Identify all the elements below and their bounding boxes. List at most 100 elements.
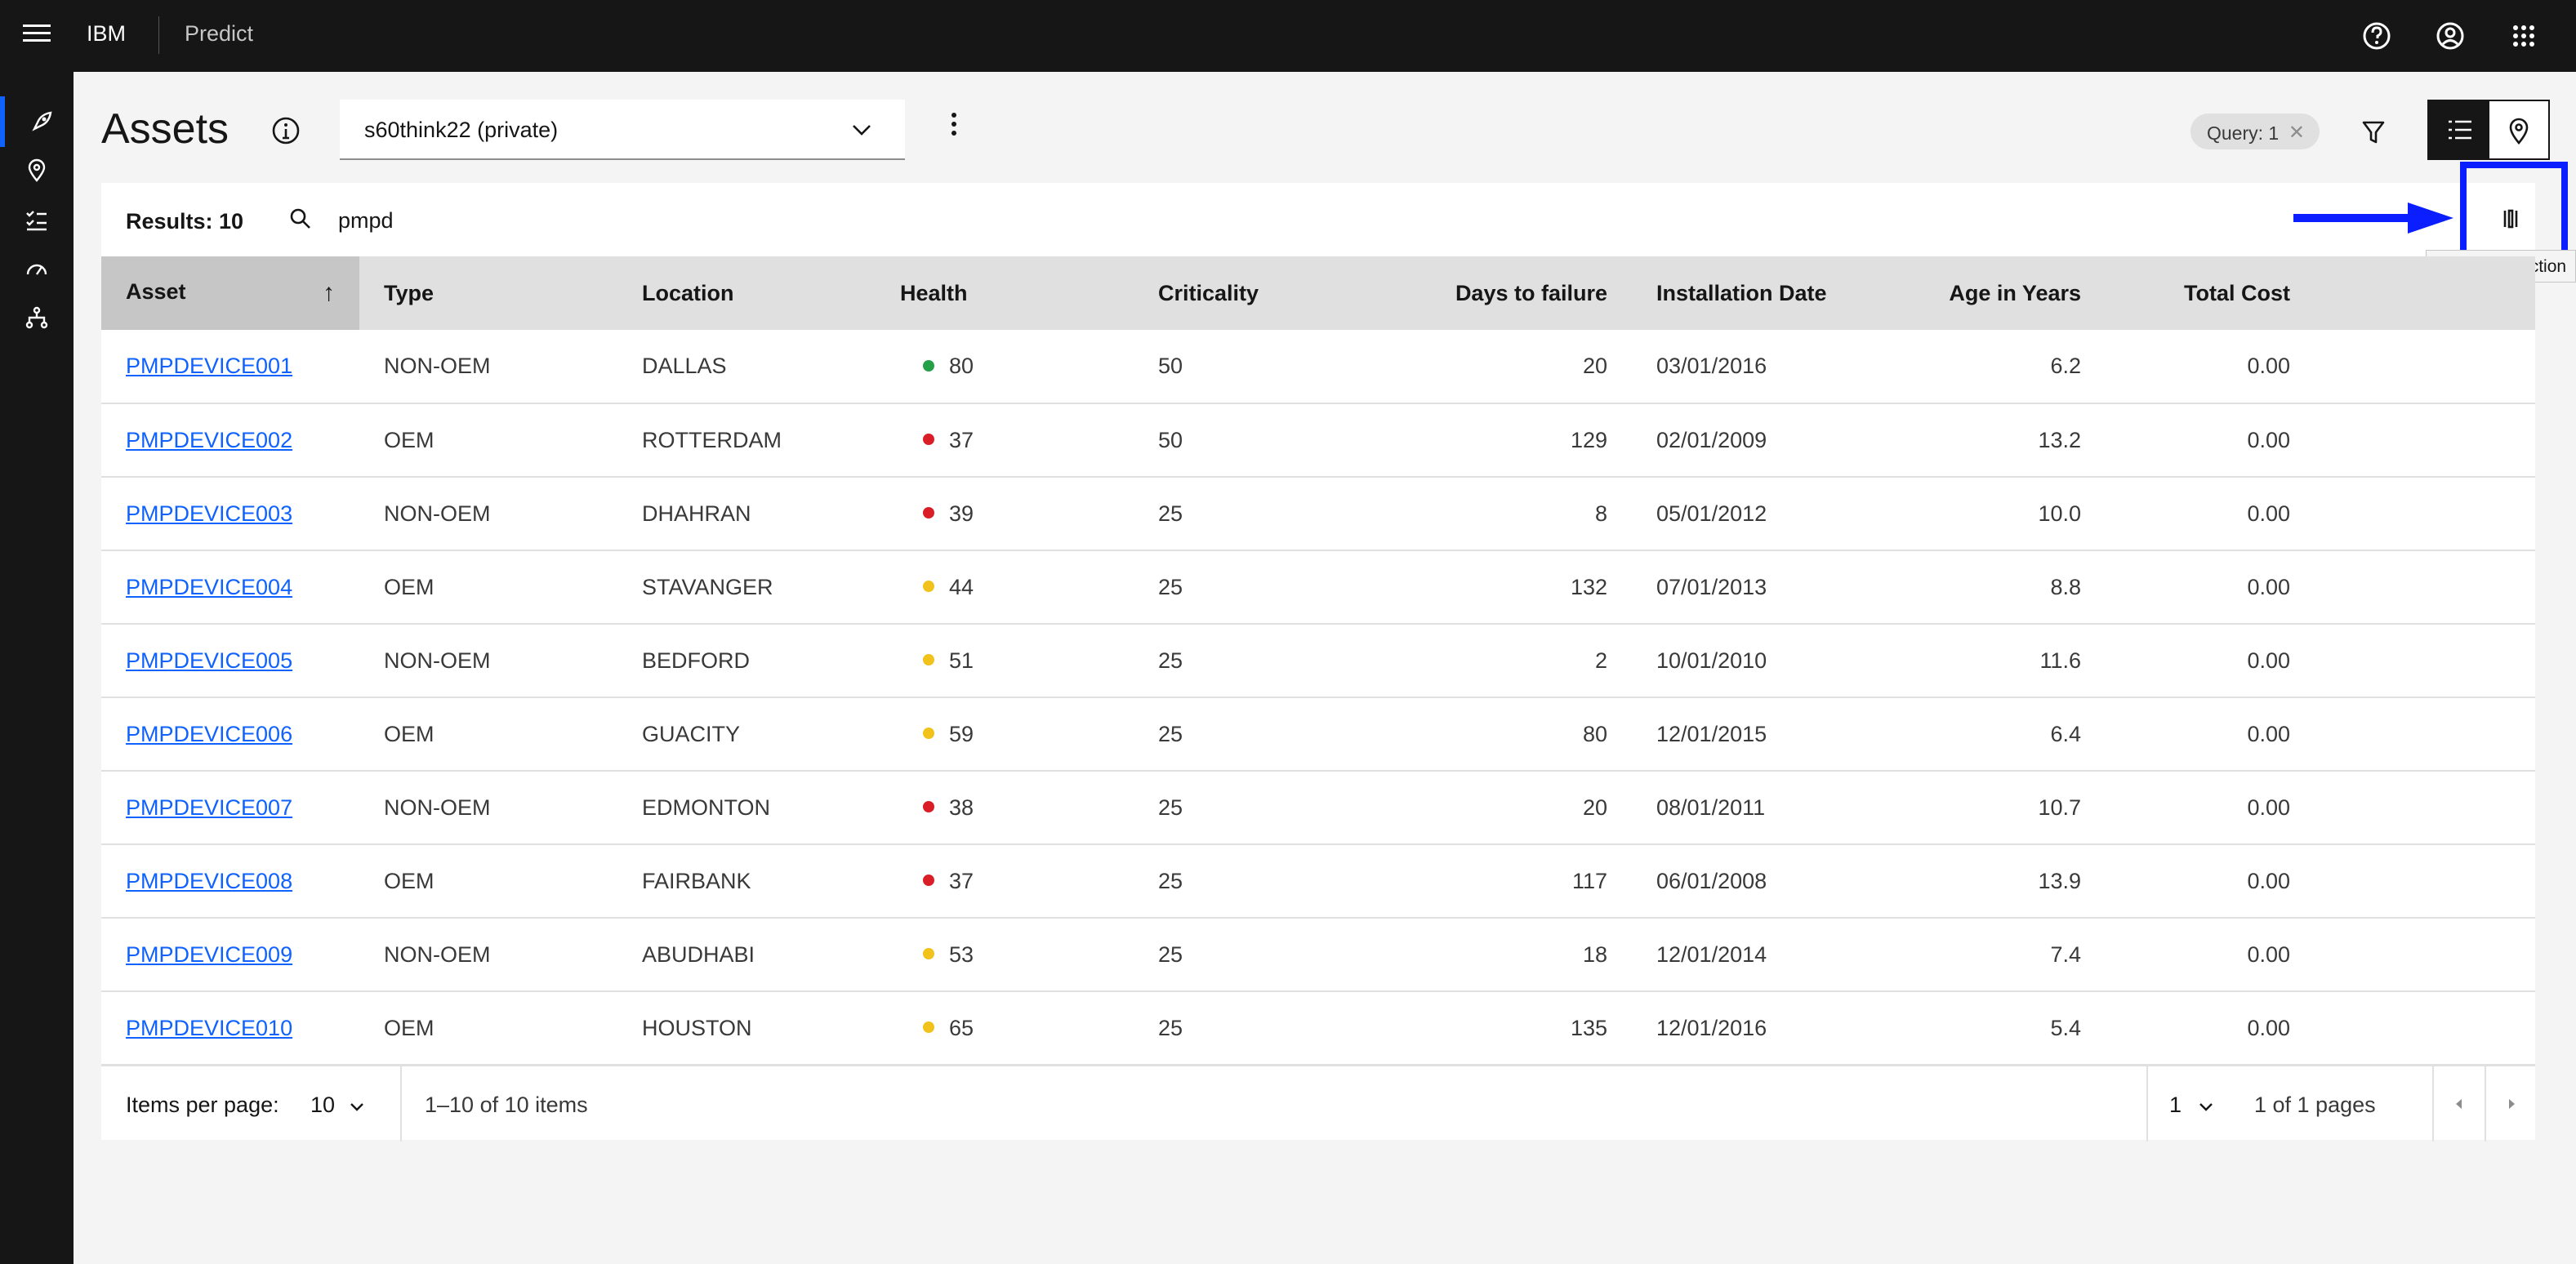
health-value: 38 xyxy=(949,794,974,820)
column-header-total-cost[interactable]: Total Cost xyxy=(2106,256,2315,330)
cell-asset: PMPDEVICE008 xyxy=(101,844,359,919)
rocket-icon xyxy=(32,111,52,131)
cell-health: 53 xyxy=(876,918,1134,992)
page-count: 1 of 1 pages xyxy=(2254,1093,2376,1117)
search-icon[interactable] xyxy=(287,206,314,232)
search-input[interactable] xyxy=(338,204,828,237)
next-page-button[interactable] xyxy=(2486,1066,2535,1142)
asset-link[interactable]: PMPDEVICE002 xyxy=(126,427,293,452)
annotation-arrow xyxy=(2293,203,2453,234)
list-icon xyxy=(2449,120,2471,140)
column-header-installation-date[interactable]: Installation Date xyxy=(1632,256,1901,330)
asset-group-value: s60think22 (private) xyxy=(364,118,559,142)
cell-health: 38 xyxy=(876,771,1134,845)
health-status-dot xyxy=(923,581,934,593)
cell-type: OEM xyxy=(359,697,617,772)
cell-asset: PMPDEVICE010 xyxy=(101,991,359,1066)
cell-health: 65 xyxy=(876,991,1134,1066)
cell-total-cost: 0.00 xyxy=(2106,477,2315,551)
sidenav-item-dashboard[interactable] xyxy=(0,243,74,294)
cell-spacer xyxy=(2315,403,2535,478)
asset-link[interactable]: PMPDEVICE003 xyxy=(126,501,293,526)
previous-page-button[interactable] xyxy=(2434,1066,2485,1142)
cell-age: 5.4 xyxy=(1901,991,2106,1066)
page-select[interactable]: 1 xyxy=(2168,1081,2233,1128)
sidenav-item-assets[interactable] xyxy=(0,96,74,147)
pagination: Items per page: 10 1–10 of 10 items 1 1 … xyxy=(101,1065,2535,1142)
health-value: 65 xyxy=(949,1015,974,1040)
asset-link[interactable]: PMPDEVICE004 xyxy=(126,574,293,599)
cell-spacer xyxy=(2315,624,2535,698)
help-icon[interactable] xyxy=(2357,16,2396,56)
cell-installation-date: 10/01/2010 xyxy=(1632,624,1901,698)
brand-name[interactable]: IBM xyxy=(87,21,127,46)
cell-days-to-failure: 129 xyxy=(1387,403,1632,478)
asset-link[interactable]: PMPDEVICE010 xyxy=(126,1015,293,1040)
table-row: PMPDEVICE009 NON-OEM ABUDHABI 53 25 18 12/01/2… xyxy=(101,918,2535,992)
cell-age: 10.7 xyxy=(1901,771,2106,845)
top-header: IBM Predict xyxy=(0,0,2576,72)
items-per-page-label: Items per page: xyxy=(126,1093,279,1117)
pager-divider xyxy=(2485,1066,2486,1142)
cell-spacer xyxy=(2315,918,2535,992)
sidenav-item-tasks[interactable] xyxy=(0,194,74,245)
health-status-dot xyxy=(923,434,934,446)
overflow-menu-button[interactable] xyxy=(944,113,964,145)
cell-criticality: 25 xyxy=(1134,771,1387,845)
info-icon[interactable] xyxy=(270,114,302,147)
cell-installation-date: 06/01/2008 xyxy=(1632,844,1901,919)
user-icon[interactable] xyxy=(2431,16,2470,56)
items-per-page-select[interactable]: 10 xyxy=(310,1081,384,1128)
map-view-button[interactable] xyxy=(2489,101,2548,158)
cell-health: 80 xyxy=(876,330,1134,404)
annotation-highlight-box xyxy=(2460,162,2568,263)
column-header-type[interactable]: Type xyxy=(359,256,617,330)
close-icon[interactable]: ✕ xyxy=(2288,122,2305,144)
cell-total-cost: 0.00 xyxy=(2106,330,2315,404)
asset-link[interactable]: PMPDEVICE009 xyxy=(126,941,293,967)
cell-age: 7.4 xyxy=(1901,918,2106,992)
sort-ascending-icon: ↑ xyxy=(323,279,335,306)
cell-location: BEDFORD xyxy=(617,624,876,698)
health-value: 59 xyxy=(949,721,974,746)
cell-criticality: 25 xyxy=(1134,918,1387,992)
cell-criticality: 25 xyxy=(1134,844,1387,919)
column-header-asset[interactable]: Asset ↑ xyxy=(101,256,359,330)
side-navigation xyxy=(0,72,74,1264)
column-header-age[interactable]: Age in Years xyxy=(1901,256,2106,330)
column-selection-button[interactable] xyxy=(2488,196,2534,242)
column-header-criticality[interactable]: Criticality xyxy=(1134,256,1387,330)
dashboard-icon xyxy=(26,264,47,275)
asset-link[interactable]: PMPDEVICE006 xyxy=(126,721,293,746)
cell-spacer xyxy=(2315,550,2535,625)
sidenav-item-locations[interactable] xyxy=(0,145,74,196)
table-header-row: Asset ↑ Type Location Health Criticality … xyxy=(101,256,2535,330)
caret-left-icon xyxy=(2456,1099,2462,1109)
asset-link[interactable]: PMPDEVICE007 xyxy=(126,794,293,820)
cell-type: OEM xyxy=(359,991,617,1066)
column-header-health[interactable]: Health xyxy=(876,256,1134,330)
product-name[interactable]: Predict xyxy=(185,21,254,46)
app-switcher-icon[interactable] xyxy=(2504,16,2543,56)
cell-health: 44 xyxy=(876,550,1134,625)
cell-asset: PMPDEVICE004 xyxy=(101,550,359,625)
asset-link[interactable]: PMPDEVICE005 xyxy=(126,648,293,673)
menu-icon[interactable] xyxy=(23,24,51,46)
filter-button[interactable] xyxy=(2351,109,2396,155)
cell-age: 13.2 xyxy=(1901,403,2106,478)
location-icon xyxy=(2509,118,2529,145)
cell-total-cost: 0.00 xyxy=(2106,918,2315,992)
cell-asset: PMPDEVICE002 xyxy=(101,403,359,478)
column-header-days-to-failure[interactable]: Days to failure xyxy=(1387,256,1632,330)
table-row: PMPDEVICE002 OEM ROTTERDAM 37 50 129 02/01/200… xyxy=(101,403,2535,478)
cell-location: EDMONTON xyxy=(617,771,876,845)
asset-link[interactable]: PMPDEVICE008 xyxy=(126,868,293,893)
cell-type: OEM xyxy=(359,403,617,478)
column-header-location[interactable]: Location xyxy=(617,256,876,330)
asset-group-select[interactable]: s60think22 (private) xyxy=(340,100,905,160)
sidenav-item-hierarchy[interactable] xyxy=(0,292,74,343)
cell-criticality: 25 xyxy=(1134,477,1387,551)
asset-link[interactable]: PMPDEVICE001 xyxy=(126,354,293,378)
assets-table: Asset ↑ Type Location Health Criticality … xyxy=(101,256,2535,1066)
list-view-button[interactable] xyxy=(2429,101,2489,158)
